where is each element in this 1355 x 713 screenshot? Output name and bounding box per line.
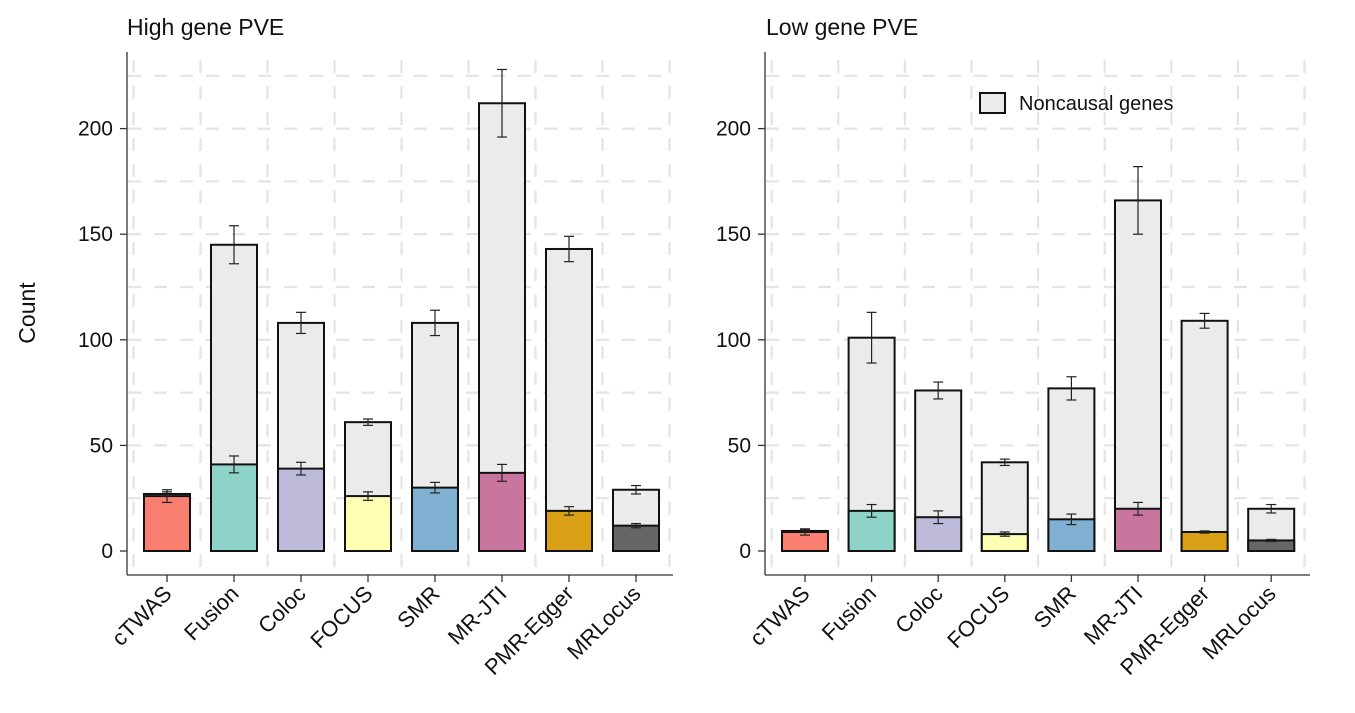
bar-causal-pmr-egger [545, 509, 593, 553]
x-tick-label-fusion: Fusion [817, 581, 881, 645]
bar-causal-smr [1047, 518, 1096, 553]
error-bar-noncausal-smr [430, 309, 440, 337]
error-bar-noncausal-smr [1066, 376, 1077, 401]
error-bar-noncausal-fusion [866, 311, 877, 364]
error-bar-noncausal-mrlocus [631, 484, 641, 495]
x-tick-label-fusion: Fusion [179, 581, 243, 645]
panel-high-gene-pve: High gene PVE 0 50 100 150 200 cTWAS Fusion Colo… [78, 14, 673, 680]
panel-low-gene-pve: Low gene PVE 0 50 100 150 200 cTWAS Fusion Coloc… [716, 14, 1310, 680]
grid [766, 60, 1310, 572]
error-bar-causal-smr [430, 481, 440, 494]
error-bar-causal-focus [363, 491, 373, 501]
x-tick-label-mrlocus: MRLocus [1197, 581, 1280, 664]
error-bar-causal-coloc [933, 510, 944, 525]
error-bar-causal-mrlocus [1266, 538, 1277, 543]
bar-causal-coloc [277, 467, 325, 552]
bar-noncausal-mr-jti [1114, 199, 1162, 553]
error-bar-noncausal-coloc [296, 311, 306, 335]
error-bar-noncausal-pmr-egger [564, 235, 574, 263]
legend-swatch [979, 92, 1006, 114]
x-tick-label-smr: SMR [1029, 581, 1081, 633]
bar-noncausal-pmr-egger [1180, 319, 1229, 552]
y-tick-label: 0 [101, 540, 113, 563]
x-tick-label-mrlocus: MRLocus [562, 581, 645, 664]
bar-causal-fusion [210, 463, 258, 552]
y-tick-label: 150 [716, 223, 751, 246]
error-bar-causal-fusion [866, 503, 877, 518]
bar-causal-smr [411, 486, 459, 553]
x-tick-label-smr: SMR [392, 581, 444, 633]
error-bar-noncausal-mr-jti [497, 68, 507, 138]
error-bar-noncausal-focus [363, 418, 373, 426]
error-bar-noncausal-ctwas [162, 491, 172, 497]
x-tick-label-focus: FOCUS [305, 581, 377, 653]
error-bar-causal-smr [1066, 513, 1077, 526]
error-bar-causal-pmr-egger [1199, 530, 1210, 534]
y-axis-label: Count [14, 282, 40, 344]
bar-causal-focus [344, 495, 392, 553]
error-bar-noncausal-mrlocus [1266, 503, 1277, 514]
bar-causal-mr-jti [478, 471, 526, 552]
y-tick-label: 150 [78, 223, 113, 246]
x-tick-label-ctwas: cTWAS [107, 581, 177, 651]
x-tick-label-coloc: Coloc [890, 581, 947, 638]
error-bar-noncausal-mr-jti [1133, 166, 1143, 235]
error-bar-causal-coloc [296, 461, 306, 476]
bar-causal-pmr-egger [1180, 530, 1229, 553]
grid [128, 60, 673, 572]
error-bar-causal-mr-jti [497, 463, 507, 482]
y-tick-label: 0 [739, 540, 751, 563]
x-tick-label-coloc: Coloc [253, 581, 310, 638]
error-bar-noncausal-coloc [933, 381, 944, 400]
error-bar-causal-mrlocus [631, 522, 641, 529]
legend-label: Noncausal genes [1019, 93, 1174, 115]
x-tick-label-focus: FOCUS [942, 581, 1014, 653]
panel-title: Low gene PVE [766, 14, 918, 40]
error-bar-noncausal-fusion [229, 225, 239, 265]
error-bar-noncausal-focus [999, 458, 1010, 467]
y-tick-label: 50 [90, 434, 113, 457]
x-tick-label-ctwas: cTWAS [745, 581, 815, 651]
error-bar-causal-focus [999, 531, 1010, 537]
error-bar-causal-fusion [229, 455, 239, 474]
legend: Noncausal genes [979, 92, 1174, 115]
bar-noncausal-pmr-egger [545, 247, 593, 552]
error-bar-noncausal-pmr-egger [1199, 312, 1210, 329]
error-bar-causal-pmr-egger [564, 506, 574, 516]
bar-causal-ctwas [143, 495, 191, 553]
bar-causal-mrlocus [612, 524, 660, 553]
panel-title: High gene PVE [127, 14, 284, 40]
y-tick-label: 100 [716, 329, 751, 352]
y-tick-label: 200 [78, 118, 113, 141]
y-tick-label: 50 [728, 434, 751, 457]
y-tick-label: 200 [716, 118, 751, 141]
error-bar-noncausal-ctwas [800, 529, 810, 533]
y-tick-label: 100 [78, 329, 113, 352]
error-bar-causal-mr-jti [1133, 501, 1143, 516]
